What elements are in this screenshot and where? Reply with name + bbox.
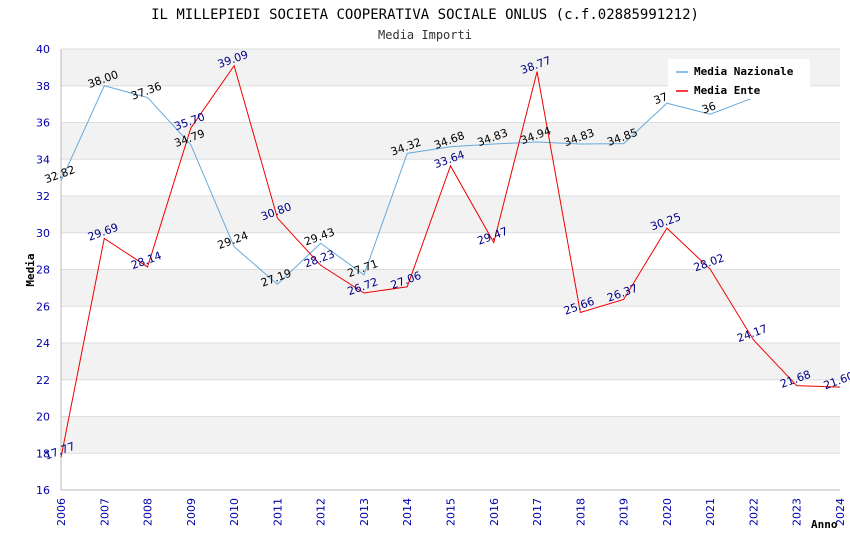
y-tick-label: 32 <box>36 190 50 203</box>
x-tick-label: 2014 <box>401 498 414 526</box>
x-tick-label: 2016 <box>488 498 501 526</box>
data-label: 32.82 <box>43 163 77 186</box>
grid-band <box>61 269 840 307</box>
x-tick-label: 2007 <box>98 498 111 526</box>
data-label: 24.17 <box>735 322 769 345</box>
grid-band <box>61 416 840 454</box>
y-tick-label: 30 <box>36 227 50 240</box>
x-tick-label: 2017 <box>531 498 544 526</box>
y-tick-label: 38 <box>36 80 50 93</box>
y-axis-label: Media <box>24 253 37 286</box>
x-tick-label: 2006 <box>55 498 68 526</box>
data-label: 28.14 <box>129 249 163 272</box>
y-tick-label: 18 <box>36 447 50 460</box>
y-tick-label: 34 <box>36 153 50 166</box>
data-label: 17.77 <box>43 440 77 463</box>
x-tick-label: 2019 <box>618 498 631 526</box>
x-tick-label: 2018 <box>574 498 587 526</box>
data-label: 36 <box>700 99 718 116</box>
x-tick-label: 2022 <box>747 498 760 526</box>
x-tick-label: 2021 <box>704 498 717 526</box>
y-tick-label: 36 <box>36 117 50 130</box>
x-tick-label: 2011 <box>271 498 284 526</box>
y-tick-label: 26 <box>36 300 50 313</box>
chart-title: IL MILLEPIEDI SOCIETA COOPERATIVA SOCIAL… <box>151 7 699 23</box>
legend-box <box>668 59 810 99</box>
legend: Media Nazionale Media Ente <box>668 59 810 99</box>
x-tick-label: 2024 <box>834 498 847 526</box>
legend-label-media-ente: Media Ente <box>694 84 761 97</box>
y-tick-label: 20 <box>36 411 50 424</box>
y-tick-label: 28 <box>36 264 50 277</box>
chart-subtitle: Media Importi <box>378 28 472 42</box>
x-axis-label: Anno <box>811 518 838 531</box>
y-tick-label: 24 <box>36 337 50 350</box>
x-tick-label: 2023 <box>791 498 804 526</box>
x-tick-label: 2020 <box>661 498 674 526</box>
x-tick-label: 2009 <box>185 498 198 526</box>
x-tick-label: 2008 <box>142 498 155 526</box>
y-tick-label: 22 <box>36 374 50 387</box>
x-tick-label: 2013 <box>358 498 371 526</box>
grid-band <box>61 343 840 380</box>
grid-band <box>61 196 840 233</box>
x-tick-label: 2015 <box>445 498 458 526</box>
y-tick-label: 40 <box>36 43 50 56</box>
x-tick-label: 2012 <box>315 498 328 526</box>
legend-label-media-nazionale: Media Nazionale <box>694 65 794 78</box>
x-tick-label: 2010 <box>228 498 241 526</box>
series-line-media-nazionale <box>60 85 754 286</box>
series-line-media-ente <box>60 64 841 458</box>
y-tick-label: 16 <box>36 484 50 497</box>
